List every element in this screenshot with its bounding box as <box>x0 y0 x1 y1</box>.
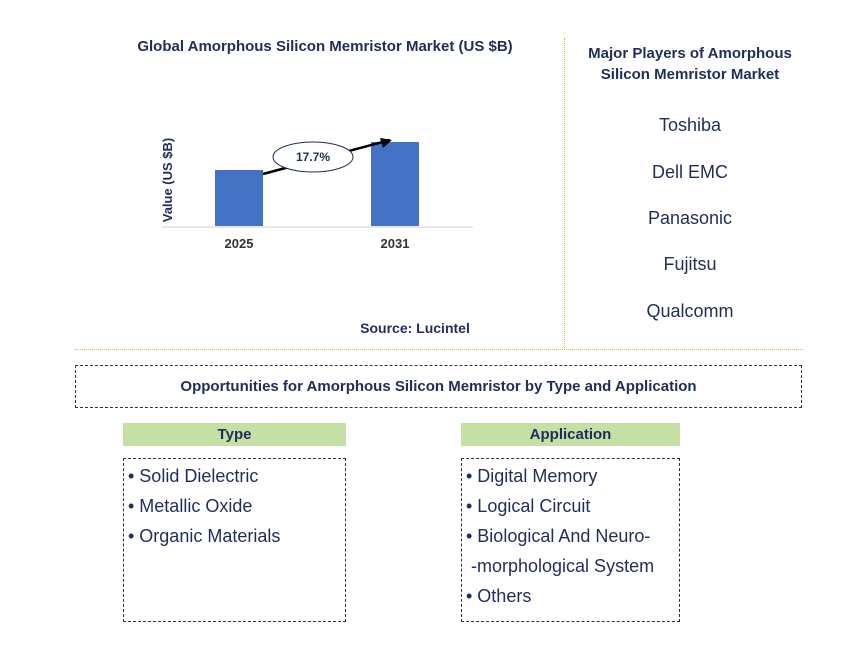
cagr-label: 17.7% <box>296 150 330 164</box>
opportunities-title-text: Opportunities for Amorphous Silicon Memr… <box>180 378 697 395</box>
bar-2031 <box>371 142 419 226</box>
cagr-arrow-head <box>380 138 392 148</box>
player-item: Fujitsu <box>663 254 717 274</box>
application-item: • Others <box>466 586 532 606</box>
player-item: Panasonic <box>647 208 733 228</box>
players-title: Major Players of Amorphous Silicon Memri… <box>588 45 792 83</box>
cagr-ellipse <box>272 141 354 173</box>
application-item: • Biological And Neuro- <box>466 526 651 546</box>
type-item: • Metallic Oxide <box>128 496 253 516</box>
player-item: Qualcomm <box>646 301 734 321</box>
type-item: • Organic Materials <box>128 526 281 546</box>
type-header: Type <box>123 423 346 446</box>
application-header: Application <box>461 423 680 446</box>
x-tick-label: 2025 <box>225 236 254 251</box>
bar-2025 <box>215 170 263 226</box>
bar-chart: Value (US $B) 2025 2031 17.7% <box>160 138 473 251</box>
application-item: • Digital Memory <box>466 466 598 486</box>
source-label: Source: Lucintel <box>360 320 470 336</box>
y-axis-label: Value (US $B) <box>160 138 175 223</box>
type-item: • Solid Dielectric <box>128 466 259 486</box>
application-item: • Logical Circuit <box>466 496 591 516</box>
player-item: Toshiba <box>658 115 722 135</box>
application-item: -morphological System <box>466 556 655 576</box>
vertical-divider <box>564 38 565 348</box>
application-list: • Digital Memory • Logical Circuit • Bio… <box>461 458 680 622</box>
chart-title: Global Amorphous Silicon Memristor Marke… <box>137 38 513 55</box>
horizontal-divider <box>75 349 803 350</box>
opportunities-title: Opportunities for Amorphous Silicon Memr… <box>75 365 802 408</box>
player-item: Dell EMC <box>651 162 728 182</box>
type-list: • Solid Dielectric • Metallic Oxide • Or… <box>123 458 346 622</box>
x-tick-label: 2031 <box>381 236 410 251</box>
